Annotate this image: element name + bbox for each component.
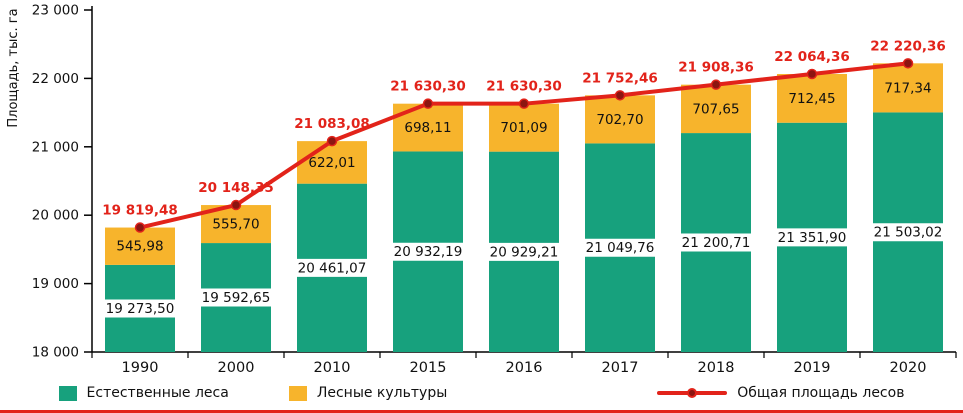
trend-marker	[134, 222, 146, 233]
x-tick-label: 2000	[218, 360, 255, 375]
bar-value-label-plantations: 701,09	[500, 120, 547, 136]
bar-value-label-plantations: 702,70	[596, 112, 643, 128]
bar-forest-plantations	[585, 95, 655, 144]
bar-value-label-natural: 20 932,19	[394, 244, 463, 260]
bar-label-background	[774, 228, 850, 247]
total-value-label: 19 819,48	[102, 203, 178, 219]
bar-forest-plantations	[681, 84, 751, 134]
trend-marker	[806, 68, 818, 80]
bar-value-label-natural: 19 273,50	[106, 301, 175, 317]
bar-value-label-plantations: 712,45	[788, 91, 835, 107]
y-axis-title: Площадь, тыс. га	[6, 8, 21, 127]
x-tick-label: 2018	[698, 360, 735, 375]
total-value-label: 22 064,36	[774, 49, 850, 65]
trend-marker	[422, 98, 434, 109]
x-tick-label: 2020	[890, 360, 927, 375]
x-tick-label: 1990	[122, 360, 159, 375]
bar-value-label-natural: 20 461,07	[298, 260, 367, 276]
chart-legend: Естественные леса Лесные культуры Общая …	[0, 385, 963, 401]
x-tick-label: 2019	[794, 360, 831, 375]
trend-marker	[326, 135, 338, 147]
y-tick-label: 18 000	[32, 345, 79, 361]
trend-marker	[230, 199, 242, 211]
bar-value-label-natural: 21 503,02	[874, 225, 943, 241]
bar-value-label-plantations: 707,65	[692, 101, 739, 117]
y-tick-label: 19 000	[32, 276, 79, 292]
bar-value-label-natural: 21 351,90	[778, 230, 847, 246]
bar-label-background	[486, 242, 562, 261]
bar-label-background	[198, 288, 274, 307]
total-value-label: 20 148,35	[198, 180, 274, 196]
bar-value-label-plantations: 698,11	[404, 120, 451, 136]
x-tick-label: 2010	[314, 360, 351, 375]
legend-label-forest-plantations: Лесные культуры	[316, 385, 448, 401]
bottom-border-line	[0, 410, 963, 413]
total-value-label: 21 752,46	[582, 70, 658, 86]
y-tick-label: 22 000	[32, 71, 79, 87]
legend-label-natural-forests: Естественные леса	[86, 385, 229, 401]
bar-value-label-plantations: 555,70	[212, 217, 259, 233]
forest-plantations-swatch	[288, 385, 307, 401]
trend-marker	[710, 79, 722, 90]
x-tick-label: 2016	[506, 360, 543, 375]
total-area-line-swatch	[657, 388, 728, 398]
bar-forest-plantations	[489, 103, 559, 152]
bar-value-label-natural: 20 929,21	[490, 244, 559, 260]
total-value-label: 21 630,30	[390, 79, 466, 95]
total-value-label: 21 908,36	[678, 60, 754, 76]
y-tick-label: 21 000	[32, 139, 79, 155]
total-value-label: 21 630,30	[486, 79, 562, 95]
bar-label-background	[390, 242, 466, 261]
trend-marker	[902, 58, 914, 69]
bar-forest-plantations	[873, 63, 943, 113]
total-value-label: 22 220,36	[870, 38, 946, 54]
trend-marker	[518, 98, 530, 109]
bar-label-background	[678, 233, 754, 252]
bar-forest-plantations	[777, 73, 847, 123]
bar-label-background	[294, 258, 370, 277]
bar-value-label-natural: 21 200,71	[682, 235, 751, 251]
legend-item-natural-forests: Естественные леса	[58, 385, 229, 401]
bar-value-label-plantations: 622,01	[308, 155, 355, 171]
natural-forests-swatch	[58, 385, 77, 401]
bar-label-background	[102, 299, 178, 318]
y-tick-label: 20 000	[32, 208, 79, 224]
x-tick-label: 2017	[602, 360, 639, 375]
bar-value-label-natural: 19 592,65	[202, 290, 271, 306]
bar-value-label-plantations: 717,34	[884, 80, 931, 96]
total-value-label: 21 083,08	[294, 116, 370, 132]
bar-forest-plantations	[105, 227, 175, 265]
bar-label-background	[870, 223, 946, 242]
bar-label-background	[582, 238, 658, 257]
y-tick-label: 23 000	[32, 3, 79, 19]
legend-item-forest-plantations: Лесные культуры	[288, 385, 448, 401]
trend-marker	[614, 90, 626, 101]
bar-value-label-plantations: 545,98	[116, 239, 163, 255]
bar-value-label-natural: 21 049,76	[586, 240, 655, 256]
x-tick-label: 2015	[410, 360, 447, 375]
bar-forest-plantations	[297, 141, 367, 184]
legend-item-total-area: Общая площадь лесов	[657, 385, 904, 401]
legend-label-total-area: Общая площадь лесов	[737, 385, 905, 401]
line-marker-dot-icon	[687, 388, 698, 398]
plot-area: Площадь, тыс. га 18 000 19 000 20 000 21 000…	[6, 3, 957, 375]
